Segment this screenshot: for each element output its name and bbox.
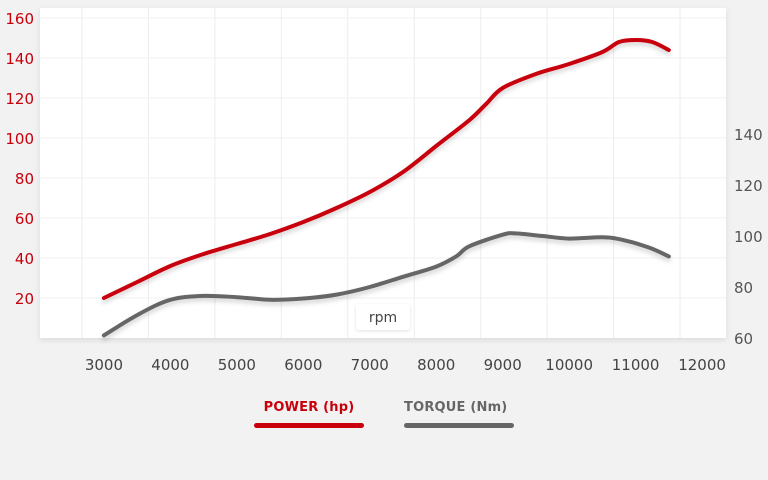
right-y-tick-label: 60: [734, 330, 753, 348]
grid: [40, 8, 726, 338]
x-tick-label: 9000: [484, 356, 522, 374]
power-series-line: [101, 38, 671, 300]
x-axis: 3000 4000 5000 6000 7000 8000 9000 10000 11000 12…: [85, 356, 726, 374]
right-y-tick-label: 120: [734, 177, 763, 195]
left-y-tick-label: 120: [5, 90, 34, 108]
x-tick-label: 11000: [612, 356, 660, 374]
right-y-tick-label: 140: [734, 126, 763, 144]
x-tick-label: 6000: [284, 356, 322, 374]
left-y-tick-label: 160: [5, 10, 34, 28]
right-y-tick-label: 100: [734, 228, 763, 246]
x-unit-text: rpm: [369, 310, 397, 326]
left-y-tick-label: 140: [5, 50, 34, 68]
legend-label-torque: TORQUE (Nm): [404, 400, 508, 415]
legend-label-power: POWER (hp): [263, 400, 355, 415]
left-y-axis: 20 40 60 80 100 120 140 160: [5, 10, 34, 308]
legend-swatch-torque: [404, 423, 514, 428]
left-y-tick-label: 20: [15, 290, 34, 308]
x-tick-label: 7000: [351, 356, 389, 374]
x-tick-label: 10000: [545, 356, 593, 374]
x-tick-label: 8000: [417, 356, 455, 374]
x-tick-label: 3000: [85, 356, 123, 374]
legend-item-power: POWER (hp): [254, 400, 364, 428]
legend-swatch-power: [254, 423, 364, 428]
left-y-tick-label: 100: [5, 130, 34, 148]
torque-series-line: [101, 231, 671, 338]
legend: POWER (hp) TORQUE (Nm): [0, 400, 768, 440]
left-y-tick-label: 60: [15, 210, 34, 228]
x-tick-label: 5000: [218, 356, 256, 374]
x-axis-unit-label: rpm: [356, 304, 410, 330]
x-tick-label: 12000: [678, 356, 726, 374]
left-y-tick-label: 80: [15, 170, 34, 188]
right-y-axis: 60 80 100 120 140: [734, 126, 763, 348]
series: [101, 38, 671, 338]
x-tick-label: 4000: [151, 356, 189, 374]
legend-item-torque: TORQUE (Nm): [404, 400, 514, 428]
right-y-tick-label: 80: [734, 279, 753, 297]
left-y-tick-label: 40: [15, 250, 34, 268]
